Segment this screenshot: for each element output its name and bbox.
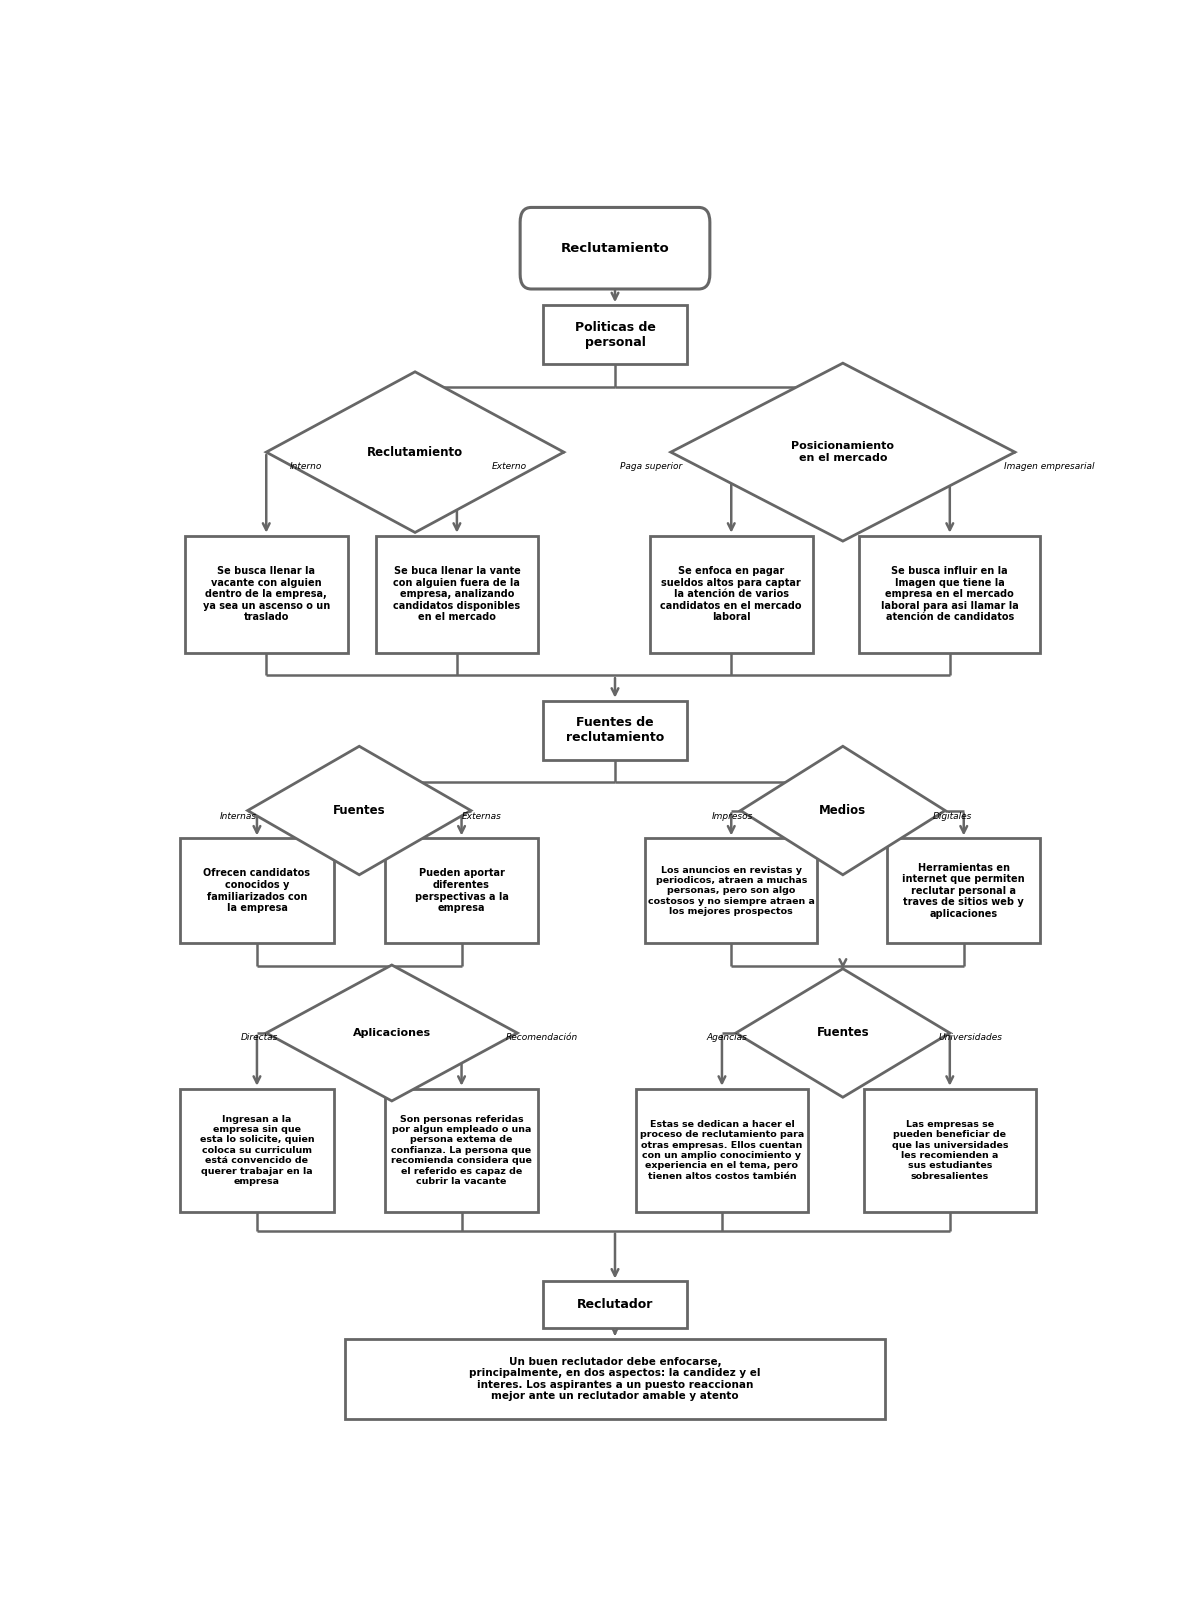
Polygon shape xyxy=(266,372,564,533)
Polygon shape xyxy=(266,965,517,1101)
Text: Un buen reclutador debe enfocarse,
principalmente, en dos aspectos: la candidez : Un buen reclutador debe enfocarse, princ… xyxy=(469,1356,761,1401)
Text: Posicionamiento
en el mercado: Posicionamiento en el mercado xyxy=(791,441,894,462)
Text: Se busca llenar la
vacante con alguien
dentro de la empresa,
ya sea un ascenso o: Se busca llenar la vacante con alguien d… xyxy=(203,567,330,623)
Text: Recomendación: Recomendación xyxy=(505,1034,577,1042)
Text: Aplicaciones: Aplicaciones xyxy=(353,1027,431,1038)
Text: Los anuncios en revistas y
periodicos, atraen a muchas
personas, pero son algo
c: Los anuncios en revistas y periodicos, a… xyxy=(648,865,815,916)
Polygon shape xyxy=(736,969,950,1098)
FancyBboxPatch shape xyxy=(542,1281,688,1329)
Text: Se busca influir en la
Imagen que tiene la
empresa en el mercado
laboral para as: Se busca influir en la Imagen que tiene … xyxy=(881,567,1019,623)
Text: Estas se dedican a hacer el
proceso de reclutamiento para
otras empresas. Ellos : Estas se dedican a hacer el proceso de r… xyxy=(640,1120,804,1181)
Text: Son personas referidas
por algun empleado o una
persona extema de
confianza. La : Son personas referidas por algun emplead… xyxy=(391,1115,532,1186)
FancyBboxPatch shape xyxy=(185,536,348,653)
Text: Impresos: Impresos xyxy=(712,812,752,822)
FancyBboxPatch shape xyxy=(385,838,539,944)
FancyBboxPatch shape xyxy=(542,700,688,759)
FancyBboxPatch shape xyxy=(636,1088,808,1212)
Text: Paga superior: Paga superior xyxy=(619,462,682,472)
Text: Externas: Externas xyxy=(462,812,502,822)
FancyBboxPatch shape xyxy=(646,838,817,944)
Text: Fuentes: Fuentes xyxy=(332,804,385,817)
Text: Politicas de
personal: Politicas de personal xyxy=(575,321,655,348)
Text: Se buca llenar la vante
con alguien fuera de la
empresa, analizando
candidatos d: Se buca llenar la vante con alguien fuer… xyxy=(394,567,521,623)
Text: Fuentes de
reclutamiento: Fuentes de reclutamiento xyxy=(566,716,664,745)
FancyBboxPatch shape xyxy=(520,207,710,289)
Text: Externo: Externo xyxy=(492,462,527,472)
Text: Ofrecen candidatos
conocidos y
familiarizados con
la empresa: Ofrecen candidatos conocidos y familiari… xyxy=(204,868,311,913)
Text: Directas: Directas xyxy=(241,1034,278,1042)
Text: Agencias: Agencias xyxy=(706,1034,748,1042)
FancyBboxPatch shape xyxy=(859,536,1040,653)
Text: Las empresas se
pueden beneficiar de
que las universidades
les recomienden a
sus: Las empresas se pueden beneficiar de que… xyxy=(892,1120,1008,1181)
FancyBboxPatch shape xyxy=(385,1088,539,1212)
FancyBboxPatch shape xyxy=(180,1088,334,1212)
Text: Ingresan a la
empresa sin que
esta lo solicite, quien
coloca su curriculum
está : Ingresan a la empresa sin que esta lo so… xyxy=(199,1115,314,1186)
Text: Imagen empresarial: Imagen empresarial xyxy=(1003,462,1094,472)
Text: Reclutamiento: Reclutamiento xyxy=(560,242,670,255)
Text: Universidades: Universidades xyxy=(938,1034,1003,1042)
Text: Pueden aportar
diferentes
perspectivas a la
empresa: Pueden aportar diferentes perspectivas a… xyxy=(415,868,509,913)
Text: Digitales: Digitales xyxy=(934,812,972,822)
FancyBboxPatch shape xyxy=(376,536,539,653)
FancyBboxPatch shape xyxy=(542,305,688,364)
Text: Medios: Medios xyxy=(820,804,866,817)
Text: Internas: Internas xyxy=(220,812,257,822)
Polygon shape xyxy=(740,746,946,875)
Text: Reclutador: Reclutador xyxy=(577,1298,653,1311)
FancyBboxPatch shape xyxy=(650,536,812,653)
FancyBboxPatch shape xyxy=(864,1088,1036,1212)
Polygon shape xyxy=(671,363,1015,541)
Text: Interno: Interno xyxy=(289,462,322,472)
FancyBboxPatch shape xyxy=(180,838,334,944)
Polygon shape xyxy=(247,746,470,875)
Text: Fuentes: Fuentes xyxy=(816,1027,869,1040)
Text: Se enfoca en pagar
sueldos altos para captar
la atención de varios
candidatos en: Se enfoca en pagar sueldos altos para ca… xyxy=(660,567,802,623)
FancyBboxPatch shape xyxy=(346,1339,884,1419)
FancyBboxPatch shape xyxy=(887,838,1040,944)
Text: Reclutamiento: Reclutamiento xyxy=(367,446,463,459)
Text: Herramientas en
internet que permiten
reclutar personal a
traves de sitios web y: Herramientas en internet que permiten re… xyxy=(902,862,1025,920)
